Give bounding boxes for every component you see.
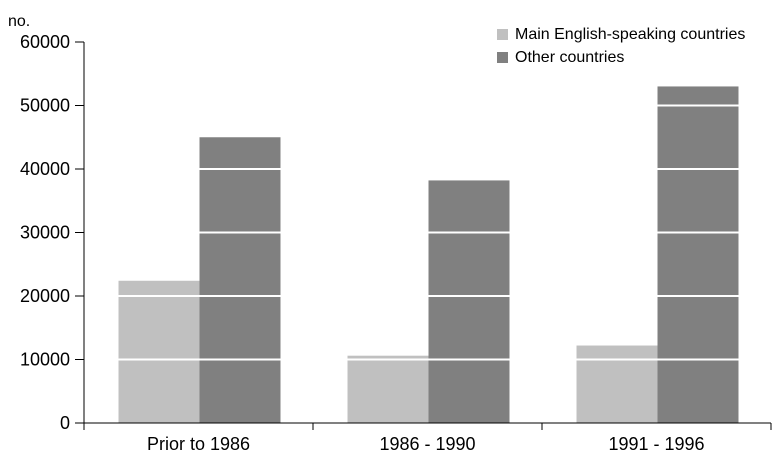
bar-main-english-0 — [118, 280, 200, 423]
y-tick-label: 60000 — [20, 32, 70, 52]
bar-other-1 — [428, 180, 510, 423]
y-tick-label: 40000 — [20, 159, 70, 179]
x-category-label: Prior to 1986 — [147, 434, 250, 452]
bar-main-english-2 — [576, 345, 658, 423]
x-category-label: 1991 - 1996 — [608, 434, 704, 452]
legend-swatch-other — [497, 52, 508, 63]
y-ticks: 0 10000 20000 30000 40000 50000 60000 — [20, 32, 84, 433]
legend-label-main-english: Main English-speaking countries — [515, 26, 745, 43]
bar-main-english-1 — [347, 355, 429, 423]
x-category-label: 1986 - 1990 — [379, 434, 475, 452]
bars — [118, 86, 739, 423]
legend-label-other: Other countries — [515, 49, 624, 66]
bar-other-2 — [657, 86, 739, 423]
y-axis-unit-label: no. — [8, 13, 30, 30]
y-tick-label: 30000 — [20, 223, 70, 243]
y-tick-label: 20000 — [20, 286, 70, 306]
y-tick-label: 0 — [60, 413, 70, 433]
y-tick-label: 10000 — [20, 350, 70, 370]
gridlines-over-bars — [118, 104, 739, 361]
bar-other-0 — [199, 137, 281, 423]
y-tick-label: 50000 — [20, 96, 70, 116]
x-ticks: Prior to 1986 1986 - 1990 1991 - 1996 — [83, 423, 772, 452]
legend: Main English-speaking countries Other co… — [497, 26, 745, 66]
legend-swatch-main-english — [497, 29, 508, 40]
